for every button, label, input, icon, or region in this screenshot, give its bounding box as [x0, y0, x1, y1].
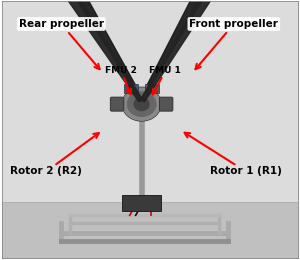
FancyBboxPatch shape: [124, 84, 138, 93]
Text: Rotor 2 (R2): Rotor 2 (R2): [11, 133, 99, 176]
Text: Rear propeller: Rear propeller: [19, 19, 104, 69]
Polygon shape: [46, 0, 143, 102]
Bar: [2, 1, 299, 203]
Polygon shape: [140, 0, 231, 102]
Polygon shape: [52, 0, 145, 102]
FancyBboxPatch shape: [122, 195, 161, 211]
FancyBboxPatch shape: [110, 97, 124, 111]
Polygon shape: [139, 0, 225, 102]
Circle shape: [134, 98, 149, 110]
FancyBboxPatch shape: [145, 84, 159, 93]
Text: Rotor 1 (R1): Rotor 1 (R1): [184, 133, 282, 176]
Bar: [2, 203, 299, 259]
Circle shape: [122, 87, 161, 121]
Circle shape: [127, 91, 157, 117]
Text: FMU 2: FMU 2: [105, 66, 137, 94]
FancyBboxPatch shape: [160, 97, 173, 111]
Text: FMU 1: FMU 1: [149, 66, 181, 94]
Wedge shape: [122, 87, 161, 121]
Text: Front propeller: Front propeller: [189, 19, 278, 69]
